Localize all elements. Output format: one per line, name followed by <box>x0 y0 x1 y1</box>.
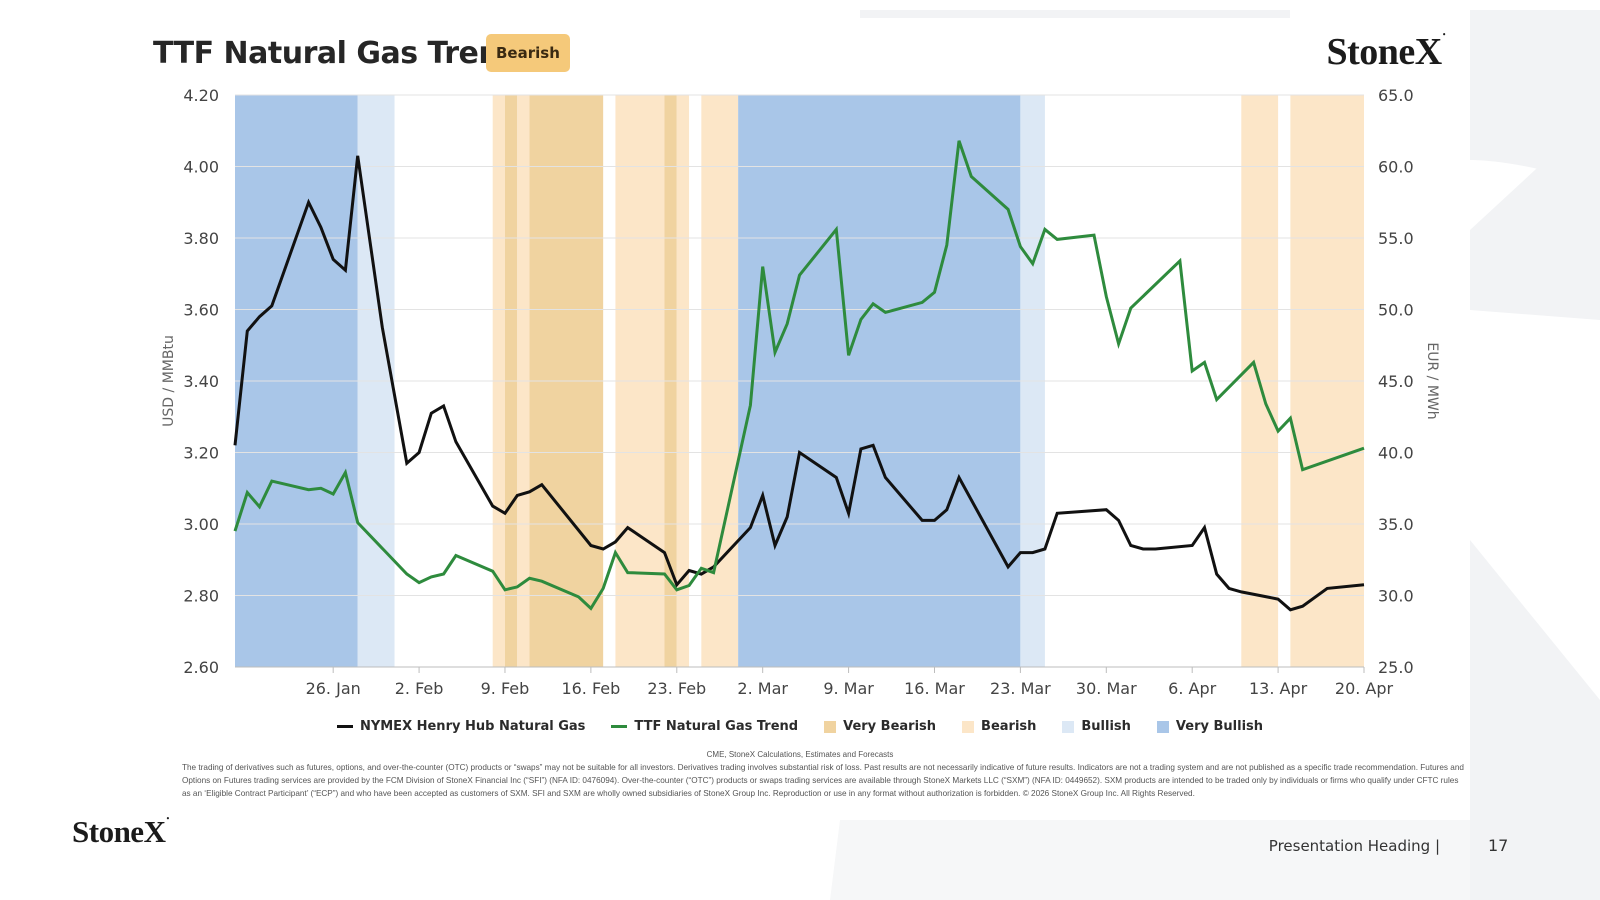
x-tick-label: 20. Apr <box>1335 679 1394 698</box>
x-tick-label: 26. Jan <box>306 679 361 698</box>
legend-item[interactable]: TTF Natural Gas Trend <box>611 719 798 734</box>
y-left-tick-label: 3.20 <box>183 444 219 463</box>
legend-swatch <box>336 725 353 728</box>
x-tick-label: 16. Mar <box>904 679 965 698</box>
x-tick-label: 9. Mar <box>823 679 874 698</box>
y-right-axis-title: EUR / MWh <box>1424 342 1440 419</box>
legend-label: Very Bearish <box>843 719 937 734</box>
legend-label: NYMEX Henry Hub Natural Gas <box>359 719 586 734</box>
legend-item[interactable]: Very Bullish <box>1156 719 1264 734</box>
page-number: 17 <box>1488 836 1509 855</box>
x-tick-label: 2. Mar <box>737 679 788 698</box>
henry-hub-line <box>233 155 1365 612</box>
y-right-tick-label: 45.0 <box>1378 372 1414 391</box>
legend-swatch <box>1156 720 1169 733</box>
y-left-tick-label: 4.00 <box>183 158 219 177</box>
legend-label: Very Bullish <box>1175 719 1264 734</box>
y-right-tick-label: 25.0 <box>1378 658 1414 677</box>
x-tick-label: 30. Mar <box>1076 679 1137 698</box>
chart-legend: NYMEX Henry Hub Natural Gas TTF Natural G… <box>0 719 1600 734</box>
source-note: CME, StoneX Calculations, Estimates and … <box>706 750 894 759</box>
y-left-tick-label: 4.20 <box>183 86 219 105</box>
legend-swatch <box>1062 720 1075 733</box>
x-tick-label: 13. Apr <box>1249 679 1308 698</box>
presentation-heading: Presentation Heading | <box>1268 837 1440 855</box>
legend-swatch <box>824 720 837 733</box>
y-left-axis-title: USD / MMBtu <box>161 335 177 427</box>
y-right-tick-label: 60.0 <box>1378 158 1414 177</box>
x-tick-label: 23. Feb <box>647 679 706 698</box>
legend-label: Bearish <box>981 719 1037 734</box>
legend-item[interactable]: Bullish <box>1062 719 1131 734</box>
ttf-line <box>233 140 1365 611</box>
y-left-tick-label: 3.80 <box>183 229 219 248</box>
y-right-tick-label: 35.0 <box>1378 515 1414 534</box>
legend-item[interactable]: Bearish <box>962 719 1036 734</box>
x-tick-label: 16. Feb <box>561 679 620 698</box>
y-right-tick-label: 50.0 <box>1378 301 1414 320</box>
y-left-tick-label: 3.40 <box>183 372 219 391</box>
legend-swatch <box>611 725 628 728</box>
x-tick-label: 6. Apr <box>1168 679 1216 698</box>
x-tick-label: 23. Mar <box>990 679 1051 698</box>
legend-swatch <box>962 720 975 733</box>
y-right-tick-label: 65.0 <box>1378 86 1414 105</box>
axes: 2.60 25.0 2.80 30.0 3.00 35.0 3.20 40.0 3.40 45.0… <box>161 86 1440 698</box>
legend-item[interactable]: NYMEX Henry Hub Natural Gas <box>336 719 586 734</box>
y-right-tick-label: 40.0 <box>1378 444 1414 463</box>
page-title: TTF Natural Gas Trend <box>153 36 521 71</box>
y-right-tick-label: 30.0 <box>1378 587 1414 606</box>
legend-label: TTF Natural Gas Trend <box>634 719 799 734</box>
y-left-tick-label: 3.60 <box>183 301 219 320</box>
x-tick-label: 9. Feb <box>481 679 530 698</box>
stonex-logo: StoneX• <box>1326 30 1445 73</box>
legend-item[interactable]: Very Bearish <box>824 719 936 734</box>
stonex-footer-logo: StoneX• <box>72 814 169 849</box>
series-lines <box>233 140 1365 612</box>
trend-status-badge: Bearish <box>486 34 570 72</box>
disclaimer-text: The trading of derivatives such as futur… <box>182 763 1464 798</box>
y-left-tick-label: 3.00 <box>183 515 219 534</box>
x-tick-label: 2. Feb <box>395 679 444 698</box>
legend-label: Bullish <box>1081 719 1131 734</box>
y-left-tick-label: 2.80 <box>183 587 219 606</box>
y-right-tick-label: 55.0 <box>1378 229 1414 248</box>
y-left-tick-label: 2.60 <box>183 658 219 677</box>
